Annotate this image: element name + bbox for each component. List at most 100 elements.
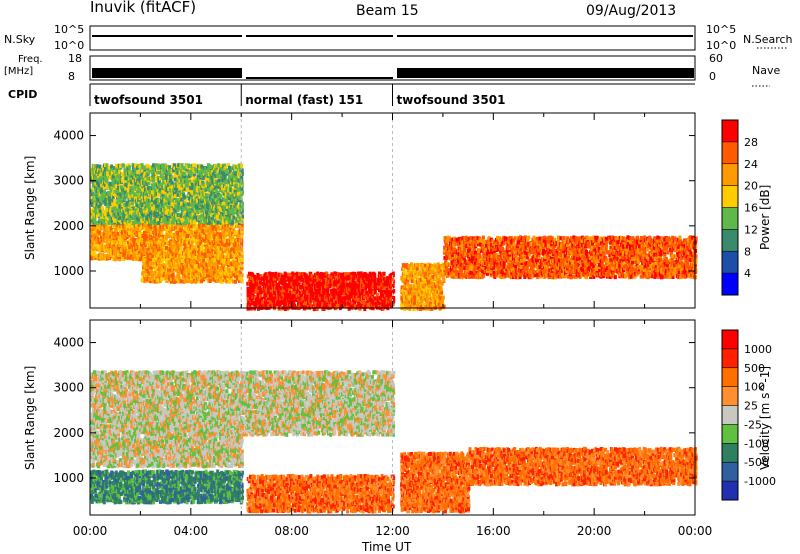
heatmap-cell (337, 283, 341, 288)
heatmap-cell (315, 292, 319, 297)
heatmap-cell (300, 285, 304, 290)
heatmap-cell (133, 223, 137, 228)
heatmap-cell (99, 234, 103, 239)
heatmap-cell (325, 271, 329, 276)
heatmap-cell (176, 263, 180, 268)
heatmap-cell (231, 279, 235, 284)
heatmap-cell (273, 296, 277, 301)
heatmap-cell (171, 272, 175, 277)
heatmap-cell (257, 278, 261, 283)
heatmap-cell (203, 252, 207, 257)
heatmap-cell (179, 235, 183, 240)
heatmap-cell (195, 269, 199, 274)
heatmap-cell (139, 256, 143, 261)
heatmap-cell (334, 273, 338, 278)
heatmap-cell (124, 248, 128, 253)
heatmap-cell (143, 231, 146, 235)
heatmap-cell (333, 298, 337, 303)
heatmap-cell (304, 273, 308, 278)
heatmap-cell (216, 244, 220, 249)
heatmap-cell (209, 227, 213, 231)
heatmap-cell (527, 235, 531, 240)
heatmap-cell (215, 242, 219, 247)
heatmap-cell (233, 243, 237, 248)
heatmap-cell (330, 272, 334, 277)
heatmap-cell (332, 302, 335, 307)
heatmap-cell (273, 274, 277, 279)
heatmap-cell (168, 263, 172, 268)
heatmap-cell (237, 238, 240, 242)
heatmap-cell (391, 271, 395, 276)
heatmap-cell (155, 232, 159, 237)
heatmap-cell (170, 244, 174, 249)
heatmap-cell (156, 246, 160, 251)
heatmap-cell (415, 266, 419, 271)
heatmap-cell (330, 296, 334, 301)
heatmap-cell (320, 278, 324, 283)
heatmap-cell (122, 253, 126, 257)
heatmap-cell (259, 280, 263, 285)
heatmap-cell (127, 231, 131, 236)
heatmap-cell (334, 282, 338, 287)
heatmap-cell (216, 228, 220, 233)
heatmap-cell (274, 276, 277, 281)
heatmap-cell (146, 260, 150, 265)
heatmap-cell (278, 280, 282, 285)
heatmap-cell (267, 298, 271, 303)
heatmap-cell (178, 249, 182, 254)
heatmap-cell (165, 261, 169, 266)
heatmap-cell (170, 241, 174, 245)
heatmap-cell (186, 232, 190, 237)
heatmap-cell (192, 233, 196, 238)
heatmap-cell (208, 252, 212, 257)
heatmap-cell (252, 278, 256, 283)
heatmap-cell (309, 279, 313, 284)
heatmap-cell (143, 246, 147, 251)
heatmap-cell (141, 270, 145, 275)
heatmap-cell (287, 272, 291, 277)
heatmap-cell (157, 231, 160, 235)
heatmap-cell (273, 291, 276, 295)
heatmap-cell (195, 260, 199, 265)
heatmap-cell (209, 277, 213, 282)
heatmap-cell (205, 262, 209, 267)
heatmap-cell (160, 235, 164, 240)
heatmap-cell (166, 228, 169, 233)
heatmap-cell (320, 298, 324, 303)
heatmap-cell (329, 277, 333, 282)
heatmap-cell (286, 292, 290, 297)
heatmap-cell (224, 275, 228, 280)
heatmap-cell (166, 231, 169, 236)
heatmap-cell (190, 252, 193, 256)
freq-trace-1 (92, 68, 242, 78)
heatmap-cell (187, 253, 191, 258)
heatmap-cell (151, 273, 155, 278)
heatmap-cell (202, 265, 206, 270)
heatmap-cell (269, 276, 273, 281)
heatmap-cell (267, 295, 270, 300)
heatmap-cell (347, 306, 351, 311)
heatmap-cell (151, 254, 155, 258)
heatmap-cell (259, 294, 263, 299)
heatmap-cell (212, 273, 216, 278)
heatmap-cell (439, 286, 443, 291)
heatmap-cell (216, 230, 220, 235)
heatmap-cell (216, 252, 220, 256)
freq-tick-top: 18 (68, 52, 82, 65)
heatmap-cell (338, 295, 342, 300)
heatmap-cell (225, 227, 229, 231)
heatmap-cell (192, 260, 196, 265)
heatmap-cell (295, 271, 299, 276)
heatmap-cell (103, 227, 106, 232)
heatmap-cell (159, 224, 163, 229)
heatmap-cell (200, 279, 204, 284)
heatmap-cell (159, 267, 163, 272)
heatmap-cell (105, 248, 109, 253)
heatmap-cell (294, 298, 298, 303)
heatmap-cell (255, 286, 259, 291)
heatmap-cell (514, 264, 518, 269)
heatmap-cell (246, 286, 250, 291)
heatmap-cell (228, 233, 232, 237)
heatmap-cell (149, 261, 153, 266)
